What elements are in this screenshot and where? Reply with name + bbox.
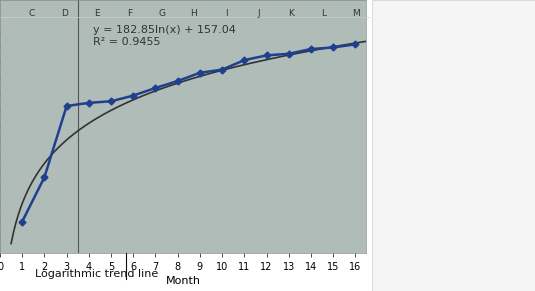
- Text: ×: ×: [518, 9, 529, 22]
- Text: Power: Power: [409, 148, 435, 157]
- Text: Logarithmic trend line: Logarithmic trend line: [35, 269, 158, 279]
- Text: Logarithmic: Logarithmic: [409, 113, 459, 123]
- Text: ▼  Trendline Options: ▼ Trendline Options: [378, 65, 482, 74]
- Text: Custom: Custom: [409, 212, 441, 221]
- Text: ○: ○: [398, 96, 404, 105]
- Text: y = 182.85ln(x) + 157.04
R² = 0.9455: y = 182.85ln(x) + 157.04 R² = 0.9455: [93, 25, 236, 47]
- Text: Linear: Linear: [409, 96, 435, 105]
- Text: F: F: [127, 9, 132, 18]
- Text: Order: Order: [470, 131, 490, 137]
- FancyBboxPatch shape: [499, 164, 521, 180]
- FancyBboxPatch shape: [524, 64, 532, 160]
- Text: ○: ○: [398, 131, 404, 140]
- Text: Trendline Name: Trendline Name: [385, 182, 465, 191]
- Text: G: G: [158, 9, 165, 18]
- Text: E: E: [94, 9, 100, 18]
- Text: 2: 2: [507, 170, 512, 179]
- Text: ▼: ▼: [503, 9, 508, 15]
- Text: Period: Period: [470, 169, 491, 175]
- Text: ●: ●: [398, 113, 404, 123]
- Text: I: I: [225, 9, 227, 18]
- Text: J: J: [257, 9, 260, 18]
- Text: ○: ○: [398, 148, 404, 157]
- Text: Polynomial: Polynomial: [409, 131, 455, 140]
- Text: ▲: ▲: [525, 63, 530, 69]
- Text: K: K: [288, 9, 294, 18]
- Text: ○: ○: [398, 79, 404, 88]
- Text: Moving
Average: Moving Average: [409, 169, 444, 188]
- FancyBboxPatch shape: [499, 127, 521, 143]
- Text: ○: ○: [398, 212, 404, 221]
- Text: Log. (Total
Employees): Log. (Total Employees): [463, 201, 508, 220]
- Text: Trendline Options  ▼: Trendline Options ▼: [385, 33, 477, 42]
- Text: M: M: [352, 9, 360, 18]
- Text: 2: 2: [507, 132, 512, 141]
- Text: ○: ○: [398, 169, 404, 178]
- Text: C: C: [29, 9, 35, 18]
- Text: Automatic: Automatic: [409, 196, 453, 205]
- Text: Format Trendline: Format Trendline: [385, 9, 498, 22]
- Text: D: D: [61, 9, 68, 18]
- Text: L: L: [321, 9, 326, 18]
- Text: ⬡  ⬡  ▐▌: ⬡ ⬡ ▐▌: [385, 45, 430, 55]
- FancyBboxPatch shape: [462, 218, 521, 230]
- Text: ●: ●: [398, 196, 404, 205]
- Text: H: H: [190, 9, 197, 18]
- Text: Exponential: Exponential: [409, 79, 459, 88]
- X-axis label: Month: Month: [166, 276, 201, 286]
